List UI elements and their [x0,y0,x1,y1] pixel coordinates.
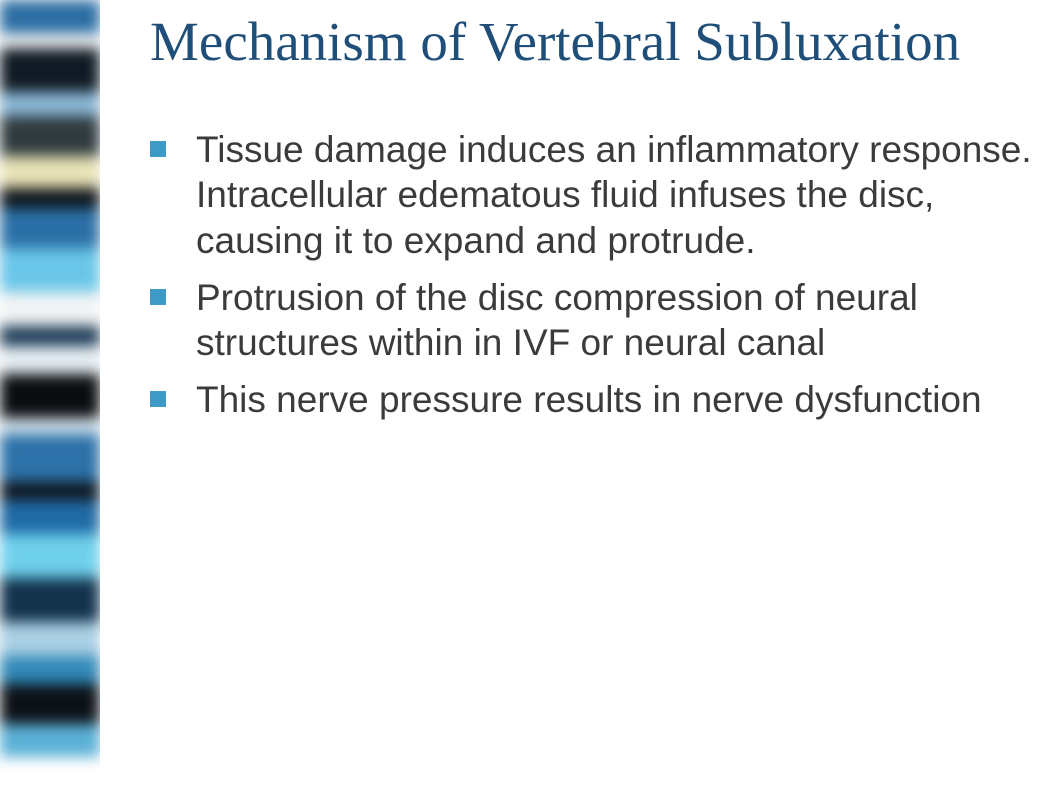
stripe [0,34,100,48]
stripe [0,326,100,346]
stripe [0,346,100,374]
stripe [0,48,100,92]
slide-title: Mechanism of Vertebral Subluxation [150,10,1032,73]
stripe [0,0,100,34]
stripe-stack [0,0,100,797]
stripe [0,684,100,724]
stripe [0,578,100,622]
stripe [0,188,100,208]
slide-content: Mechanism of Vertebral Subluxation Tissu… [150,10,1032,434]
stripe [0,622,100,656]
bullet-marker-icon [150,141,166,157]
stripe [0,292,100,326]
stripe [0,724,100,757]
bullet-item: Protrusion of the disc compression of ne… [150,275,1032,365]
stripe [0,208,100,248]
stripe [0,482,100,500]
stripe [0,116,100,156]
stripe [0,92,100,116]
bullet-list: Tissue damage induces an inflammatory re… [150,127,1032,422]
bullet-marker-icon [150,391,166,407]
bullet-marker-icon [150,289,166,305]
stripe [0,418,100,434]
stripe [0,374,100,418]
bullet-item: This nerve pressure results in nerve dys… [150,377,1032,422]
stripe [0,534,100,578]
stripe [0,656,100,684]
decorative-sidebar [0,0,100,797]
stripe [0,434,100,482]
stripe [0,156,100,188]
stripe [0,500,100,534]
bullet-item: Tissue damage induces an inflammatory re… [150,127,1032,262]
stripe [0,248,100,292]
